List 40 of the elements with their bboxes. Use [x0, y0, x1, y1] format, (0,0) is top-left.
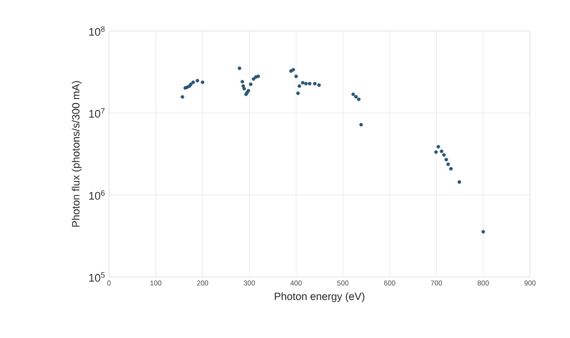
- point: [481, 230, 486, 234]
- point: [241, 84, 246, 88]
- point: [356, 97, 361, 102]
- point: [248, 82, 253, 86]
- point: [442, 153, 446, 157]
- point: [256, 74, 260, 78]
- point: [252, 77, 256, 81]
- point: [458, 180, 462, 184]
- point: [434, 150, 438, 154]
- point: [294, 74, 298, 78]
- point: [446, 162, 450, 166]
- y-axis-title: Photon flux (photons/s/300 mA): [72, 81, 82, 227]
- point: [200, 80, 204, 84]
- point: [359, 122, 363, 126]
- point: [242, 86, 246, 90]
- point: [354, 94, 358, 99]
- y-tick-label: 10$^{5}$: [89, 272, 105, 282]
- point: [300, 80, 304, 85]
- point: [189, 82, 193, 86]
- point: [191, 80, 196, 84]
- point: [317, 83, 321, 87]
- y-tick-label: 10$^{7}$: [89, 108, 105, 118]
- point: [436, 144, 440, 149]
- y-tick-label: 10$^{8}$: [89, 26, 105, 36]
- y-tick-label: 10$^{6}$: [89, 190, 105, 200]
- point: [296, 91, 300, 96]
- point: [308, 82, 312, 86]
- point: [313, 82, 317, 86]
- point: [444, 158, 448, 162]
- point: [240, 80, 244, 84]
- point: [180, 95, 184, 99]
- point: [449, 166, 453, 171]
- point: [304, 82, 308, 86]
- point: [238, 66, 242, 70]
- point: [196, 78, 200, 82]
- point: [440, 150, 444, 154]
- x-axis-title: Photon energy (eV): [274, 292, 364, 302]
- point: [292, 68, 296, 72]
- point: [351, 92, 355, 96]
- point: [298, 84, 302, 88]
